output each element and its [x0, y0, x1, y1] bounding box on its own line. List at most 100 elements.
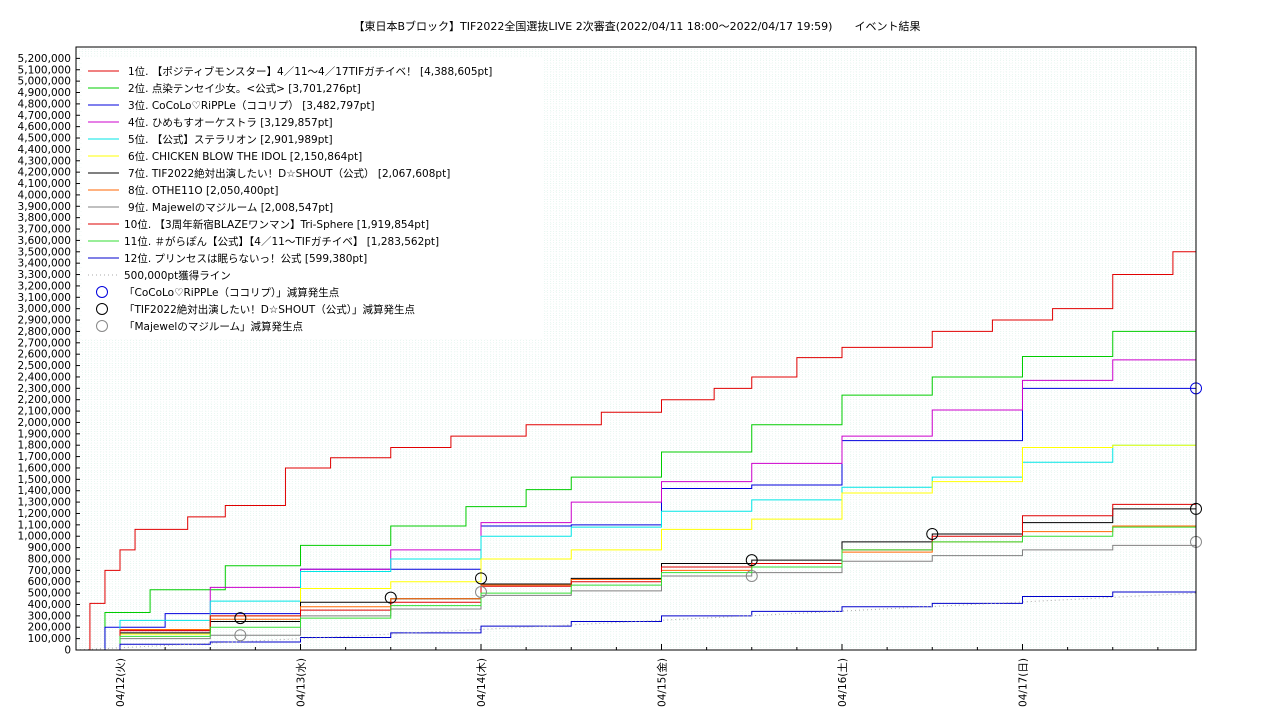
y-tick-label: 4,400,000 — [18, 144, 71, 156]
legend-label: 12位. プリンセスは眠らないっ！公式 [599,380pt] — [124, 252, 367, 265]
series-line-2 — [76, 228, 1197, 651]
y-tick-label: 1,200,000 — [18, 508, 71, 520]
y-tick-label: 4,600,000 — [18, 121, 71, 133]
deduction-marker-2 — [475, 572, 487, 585]
y-tick-label: 400,000 — [28, 599, 71, 611]
y-tick-label: 3,300,000 — [18, 269, 71, 281]
series-line-9 — [76, 421, 1197, 651]
y-tick-label: 2,700,000 — [18, 337, 71, 349]
y-tick-label: 3,500,000 — [18, 246, 71, 258]
legend: 1位. 【ポジティブモンスター】4／11〜4／17TIFガチイベ！ [4,388… — [88, 65, 492, 333]
y-tick-label: 3,900,000 — [18, 201, 71, 213]
legend-label: 「CoCoLo♡RiPPLe（ココリプ）」減算発生点 — [124, 286, 339, 299]
y-tick-label: 800,000 — [28, 553, 71, 565]
series-line-7 — [76, 414, 1197, 651]
y-tick-label: 3,000,000 — [18, 303, 71, 315]
series-line-1 — [76, 150, 1197, 651]
y-tick-label: 1,100,000 — [18, 519, 71, 531]
y-tick-label: 4,000,000 — [18, 189, 71, 201]
series-lines — [75, 150, 1197, 651]
y-tick-label: 300,000 — [28, 610, 71, 622]
y-tick-label: 2,400,000 — [18, 371, 71, 383]
y-tick-label: 5,200,000 — [18, 53, 71, 65]
y-tick-label: 900,000 — [28, 542, 71, 554]
legend-label: 4位. ひめもすオーケストラ [3,129,857pt] — [128, 116, 333, 129]
y-tick-label: 700,000 — [28, 565, 71, 577]
y-tick-label: 3,800,000 — [18, 212, 71, 224]
legend-label: 11位. ＃がらぽん【公式】【4／11〜TIFガチイベ】 [1,283,562p… — [124, 235, 439, 248]
legend-label: 「TIF2022絶対出演したい！D☆SHOUT（公式）」減算発生点 — [124, 303, 415, 316]
y-tick-label: 4,200,000 — [18, 167, 71, 179]
x-axis: 04/12(火) 04/13(水) 04/14(木) 04/15(金) 04/16(土)… — [115, 644, 1159, 707]
y-tick-label: 2,300,000 — [18, 383, 71, 395]
y-tick-label: 0 — [64, 645, 71, 657]
y-tick-label: 4,800,000 — [18, 98, 71, 110]
y-tick-label: 2,100,000 — [18, 406, 71, 418]
legend-label: 8位. OTHE11O [2,050,400pt] — [128, 184, 278, 197]
y-tick-label: 2,800,000 — [18, 326, 71, 338]
series-line-5 — [76, 319, 1197, 651]
deduction-marker-2 — [234, 612, 247, 625]
y-tick-label: 2,600,000 — [18, 349, 71, 361]
y-tick-label: 1,400,000 — [18, 485, 71, 497]
y-tick-label: 3,600,000 — [18, 235, 71, 247]
series-line-12 — [76, 581, 1197, 651]
legend-label: 2位. 点染テンセイ少女。<公式> [3,701,276pt] — [128, 82, 361, 95]
y-tick-label: 1,800,000 — [18, 440, 71, 452]
legend-marker — [96, 320, 108, 332]
y-tick-label: 2,000,000 — [18, 417, 71, 429]
deduction-marker-3 — [234, 629, 247, 642]
deduction-marker-2 — [384, 591, 397, 604]
legend-label: 5位. 【公式】ステラリオン [2,901,989pt] — [128, 133, 333, 146]
y-tick-label: 2,900,000 — [18, 315, 71, 327]
y-tick-label: 1,700,000 — [18, 451, 71, 463]
y-tick-label: 100,000 — [28, 633, 71, 645]
y-tick-label: 3,200,000 — [18, 280, 71, 292]
legend-label: 「Majewelのマジルーム」減算発生点 — [124, 320, 303, 333]
x-tick-label: 04/16(土) — [836, 658, 849, 707]
y-tick-label: 3,700,000 — [18, 224, 71, 236]
series-line-11 — [76, 503, 1197, 651]
deduction-marker-3 — [745, 570, 758, 583]
y-tick-label: 1,500,000 — [18, 474, 71, 486]
legend-label: 500,000pt獲得ライン — [124, 269, 231, 282]
y-tick-label: 5,000,000 — [18, 76, 71, 88]
y-tick-label: 4,900,000 — [18, 87, 71, 99]
y-tick-label: 1,000,000 — [18, 531, 71, 543]
series-line-8 — [76, 416, 1197, 651]
legend-label: 10位. 【3周年新宿BLAZEワンマン】Tri-Sphere [1,919,8… — [124, 218, 429, 231]
y-tick-label: 3,400,000 — [18, 258, 71, 270]
y-tick-label: 4,300,000 — [18, 155, 71, 167]
deduction-marker-2 — [745, 554, 758, 567]
x-tick-label: 04/12(火) — [115, 658, 127, 707]
y-tick-label: 500,000 — [28, 588, 71, 600]
y-tick-label: 1,300,000 — [18, 497, 71, 509]
y-tick-label: 1,900,000 — [18, 428, 71, 440]
y-tick-label: 1,600,000 — [18, 462, 71, 474]
legend-background — [82, 58, 544, 339]
x-tick-label: 04/15(金) — [656, 658, 669, 707]
deduction-marker-3 — [475, 585, 487, 598]
y-tick-label: 5,100,000 — [18, 64, 71, 76]
series-line-4 — [76, 293, 1197, 651]
series-line-13 — [75, 592, 1197, 651]
chart-title: 【東日本Bブロック】TIF2022全国選抜LIVE 2次審査(2022/04/1… — [354, 19, 921, 33]
legend-label: 1位. 【ポジティブモンスター】4／11〜4／17TIFガチイベ！ [4,388… — [128, 65, 492, 78]
y-tick-label: 3,100,000 — [18, 292, 71, 304]
y-tick-label: 600,000 — [28, 576, 71, 588]
x-tick-label: 04/13(水) — [296, 658, 308, 707]
legend-label: 7位. TIF2022絶対出演したい！D☆SHOUT（公式） [2,067,60… — [128, 167, 450, 180]
plot-frame — [75, 46, 1197, 651]
x-tick-label: 04/14(木) — [476, 658, 488, 707]
y-tick-label: 2,200,000 — [18, 394, 71, 406]
y-tick-label: 200,000 — [28, 622, 71, 634]
x-tick-label: 04/17(日) — [1018, 658, 1030, 707]
y-tick-label: 4,100,000 — [18, 178, 71, 190]
legend-label: 6位. CHICKEN BLOW THE IDOL [2,150,864pt] — [128, 150, 362, 163]
legend-label: 9位. Majewelのマジルーム [2,008,547pt] — [128, 201, 333, 214]
y-axis: 0100,000200,000300,000400,000500,000600,… — [18, 53, 80, 657]
y-tick-label: 4,700,000 — [18, 110, 71, 122]
y-tick-label: 4,500,000 — [18, 133, 71, 145]
series-line-10 — [76, 431, 1197, 651]
